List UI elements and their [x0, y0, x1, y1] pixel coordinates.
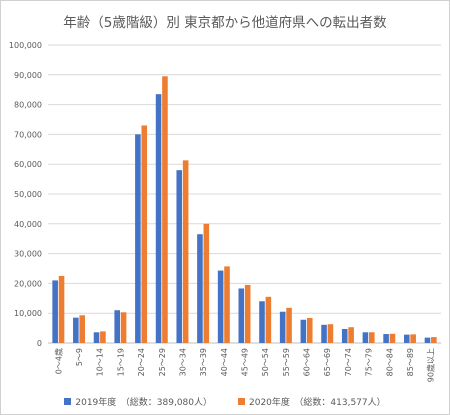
bar-2020 — [58, 275, 65, 343]
bar-2020 — [120, 312, 127, 343]
x-tick-label: 55～59 — [282, 348, 291, 376]
x-tick-label: 60～64 — [303, 348, 312, 376]
bar-2020 — [79, 315, 86, 343]
y-tick-label: 90,000 — [14, 71, 42, 80]
bar-2019 — [135, 134, 141, 343]
x-tick-label: 45～49 — [241, 348, 250, 376]
x-tick-label: 40～44 — [220, 348, 229, 376]
legend-swatch-2020 — [238, 398, 245, 405]
x-tick-label: 0～4歳 — [53, 348, 63, 374]
x-tick-label: 80～84 — [385, 348, 394, 376]
bar-2019 — [176, 170, 183, 343]
bar-2020 — [224, 266, 230, 343]
bar-2020 — [286, 307, 292, 343]
y-tick-label: 80,000 — [14, 101, 42, 110]
bar-2019 — [93, 332, 100, 343]
y-tick-label: 60,000 — [14, 160, 42, 169]
x-tick-label: 35～39 — [199, 348, 208, 376]
bar-2019 — [341, 328, 348, 343]
bar-2019 — [197, 234, 203, 343]
bar-2019 — [403, 334, 410, 343]
y-tick-label: 40,000 — [14, 220, 42, 229]
x-tick-label: 30～34 — [178, 348, 187, 376]
x-tick-label: 20～24 — [137, 348, 146, 376]
x-tick-label: 65～69 — [323, 348, 332, 376]
bar-2020 — [244, 284, 251, 343]
bar-2019 — [52, 280, 58, 343]
bar-2019 — [114, 310, 120, 343]
bar-2020 — [265, 296, 272, 343]
bar-2019 — [238, 288, 245, 343]
bar-2020 — [141, 125, 148, 344]
bar-2020 — [327, 324, 334, 343]
y-tick-label: 0 — [37, 339, 42, 348]
bar-2019 — [321, 324, 327, 343]
bar-2020 — [162, 76, 168, 343]
x-tick-label: 70～74 — [344, 348, 353, 376]
x-tick-label: 90歳以上 — [426, 348, 436, 382]
bar-2019 — [362, 332, 369, 343]
bar-2019 — [279, 311, 286, 343]
legend-label-2020: 2020年度 （総数：413,577人） — [249, 398, 386, 408]
bar-2019 — [259, 301, 265, 343]
bar-2019 — [383, 334, 389, 343]
y-tick-label: 10,000 — [14, 309, 42, 318]
bar-2020 — [410, 334, 416, 343]
bar-2019 — [217, 270, 224, 343]
x-tick-label: 75～79 — [365, 348, 374, 376]
bar-2020 — [369, 332, 375, 343]
chart-title: 年齢（5歳階級）別 東京都から他道府県への転出者数 — [63, 15, 387, 31]
x-tick-label: 15～19 — [116, 348, 125, 376]
gridlines — [48, 44, 441, 344]
legend: 2019年度 （総数：389,080人） 2020年度 （総数：413,577人… — [1, 395, 449, 408]
x-tick-label: 50～54 — [261, 348, 270, 376]
bar-2019 — [300, 319, 307, 343]
bar-2019 — [424, 337, 431, 343]
bar-2020 — [182, 160, 189, 343]
bar-2019 — [155, 94, 162, 343]
x-tick-label: 5～9 — [75, 348, 84, 366]
bar-2020 — [431, 337, 437, 343]
y-tick-label: 30,000 — [14, 250, 42, 259]
bar-2020 — [100, 331, 106, 343]
bar-2020 — [203, 223, 210, 343]
bars — [52, 76, 437, 344]
y-tick-label: 100,000 — [9, 41, 42, 50]
legend-swatch-2019 — [64, 398, 72, 405]
x-tick-label: 10～14 — [96, 348, 105, 376]
bar-2019 — [73, 317, 79, 343]
y-axis-ticks: 0 10,000 20,000 30,000 40,000 50,000 60,000 70,… — [9, 41, 42, 348]
bar-2020 — [348, 327, 354, 343]
x-tick-label: 25～29 — [158, 348, 167, 376]
legend-item-2019: 2019年度 （総数：389,080人） — [64, 395, 212, 408]
y-tick-label: 20,000 — [14, 279, 42, 288]
x-axis-ticks: 0～4歳 5～9 10～14 15～19 20～24 25～29 30～34 35～39 40～… — [53, 348, 435, 382]
bar-2020 — [389, 333, 396, 343]
y-tick-label: 70,000 — [14, 130, 42, 139]
legend-label-2019: 2019年度 （総数：389,080人） — [75, 398, 212, 408]
y-tick-label: 50,000 — [14, 190, 42, 199]
legend-item-2020: 2020年度 （総数：413,577人） — [238, 395, 386, 408]
x-tick-label: 85～89 — [406, 348, 415, 376]
bar-2020 — [306, 317, 313, 343]
